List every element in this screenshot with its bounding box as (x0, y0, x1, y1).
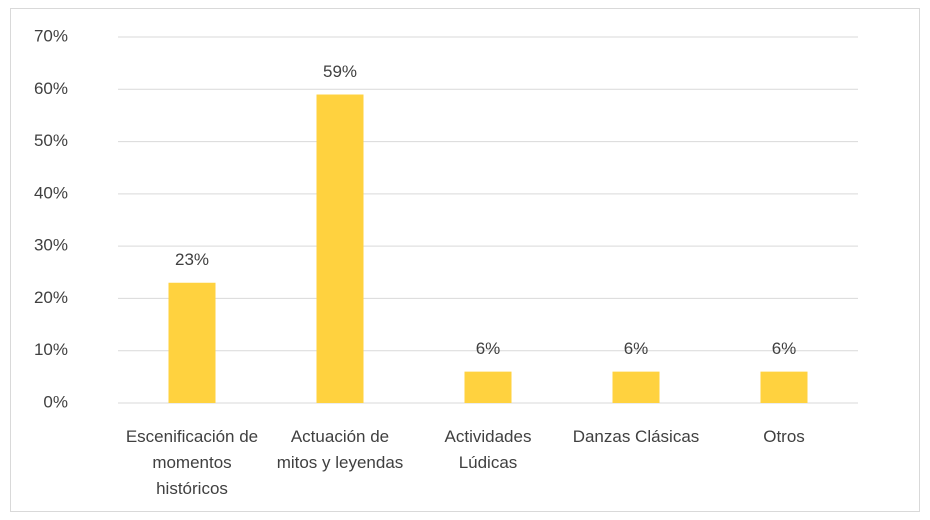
data-label: 6% (476, 339, 501, 358)
y-tick-label: 60% (34, 79, 68, 98)
data-label: 6% (624, 339, 649, 358)
y-tick-label: 0% (43, 392, 68, 411)
bar (612, 371, 660, 403)
x-tick-label: Escenificación de momentos históricos (125, 427, 259, 498)
x-tick-label: Actuación de mitos y leyendas (276, 427, 404, 472)
x-tick-label: Otros (763, 427, 805, 446)
y-tick-label: 20% (34, 288, 68, 307)
data-label: 23% (175, 250, 209, 269)
data-label: 6% (772, 339, 797, 358)
x-tick-label: Danzas Clásicas (572, 427, 700, 446)
chart-border (10, 8, 920, 512)
bar (316, 94, 364, 403)
y-tick-label: 30% (34, 236, 68, 255)
y-tick-label: 40% (34, 183, 68, 202)
bar (464, 371, 512, 403)
data-label: 59% (323, 62, 357, 81)
y-tick-label: 50% (34, 131, 68, 150)
y-tick-label: 10% (34, 340, 68, 359)
x-tick-label: Actividades Lúdicas (444, 427, 532, 472)
y-tick-label: 70% (34, 26, 68, 45)
bar (168, 282, 216, 403)
bar (760, 371, 808, 403)
